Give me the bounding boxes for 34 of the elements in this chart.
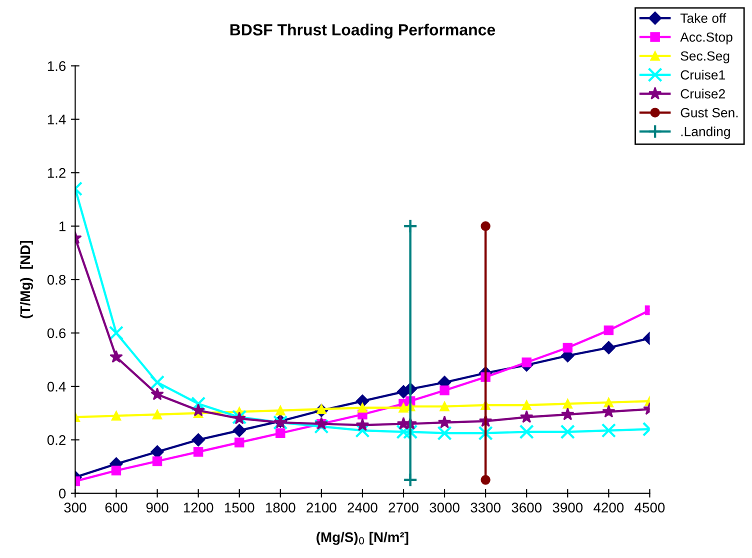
legend-label: Gust Sen. [680, 108, 738, 118]
x-tick-label: 3900 [552, 502, 583, 512]
y-tick-label: 0.4 [47, 382, 66, 392]
x-tick-label: 900 [146, 502, 168, 512]
y-tick-label: 0.8 [47, 274, 66, 285]
x-tick-label: 1500 [224, 502, 254, 512]
y-axis-title: (T/Mg) [ND] [20, 241, 33, 318]
legend-label: Cruise2 [680, 88, 725, 98]
x-tick-label: 3000 [430, 502, 460, 512]
x-tick-label: 2100 [306, 502, 336, 512]
chart-title: BDSF Thrust Loading Performance [230, 24, 496, 39]
y-tick-label: 1.6 [48, 61, 66, 72]
x-tick-label: 3300 [470, 502, 500, 512]
x-tick-label: 2700 [388, 502, 418, 512]
legend-label: Acc.Stop [680, 32, 732, 44]
x-tick-label: 2400 [348, 502, 378, 512]
x-tick-label: 4200 [594, 502, 624, 512]
y-tick-label: 1.2 [48, 168, 66, 178]
x-axis-title: (Mg/S)$_{0}$ [N/m²] [316, 532, 408, 545]
legend-label: Cruise1 [680, 70, 725, 80]
y-tick-label: 1 [60, 222, 66, 232]
x-tick-label: 300 [64, 502, 86, 512]
x-tick-label: 3600 [512, 502, 542, 512]
legend-label: .Landing [681, 126, 730, 139]
legend-label: Sec.Seg [680, 51, 730, 64]
x-tick-label: 1200 [184, 502, 214, 512]
y-tick-label: 1.4 [48, 114, 66, 124]
y-tick-label: 0 [58, 488, 66, 498]
legend-label: Take off [680, 13, 726, 23]
y-tick-label: 0.2 [47, 435, 66, 446]
x-tick-label: 4500 [634, 502, 665, 512]
x-tick-label: 600 [105, 502, 128, 512]
y-tick-label: 0.6 [47, 328, 66, 338]
x-tick-label: 1800 [266, 502, 296, 512]
